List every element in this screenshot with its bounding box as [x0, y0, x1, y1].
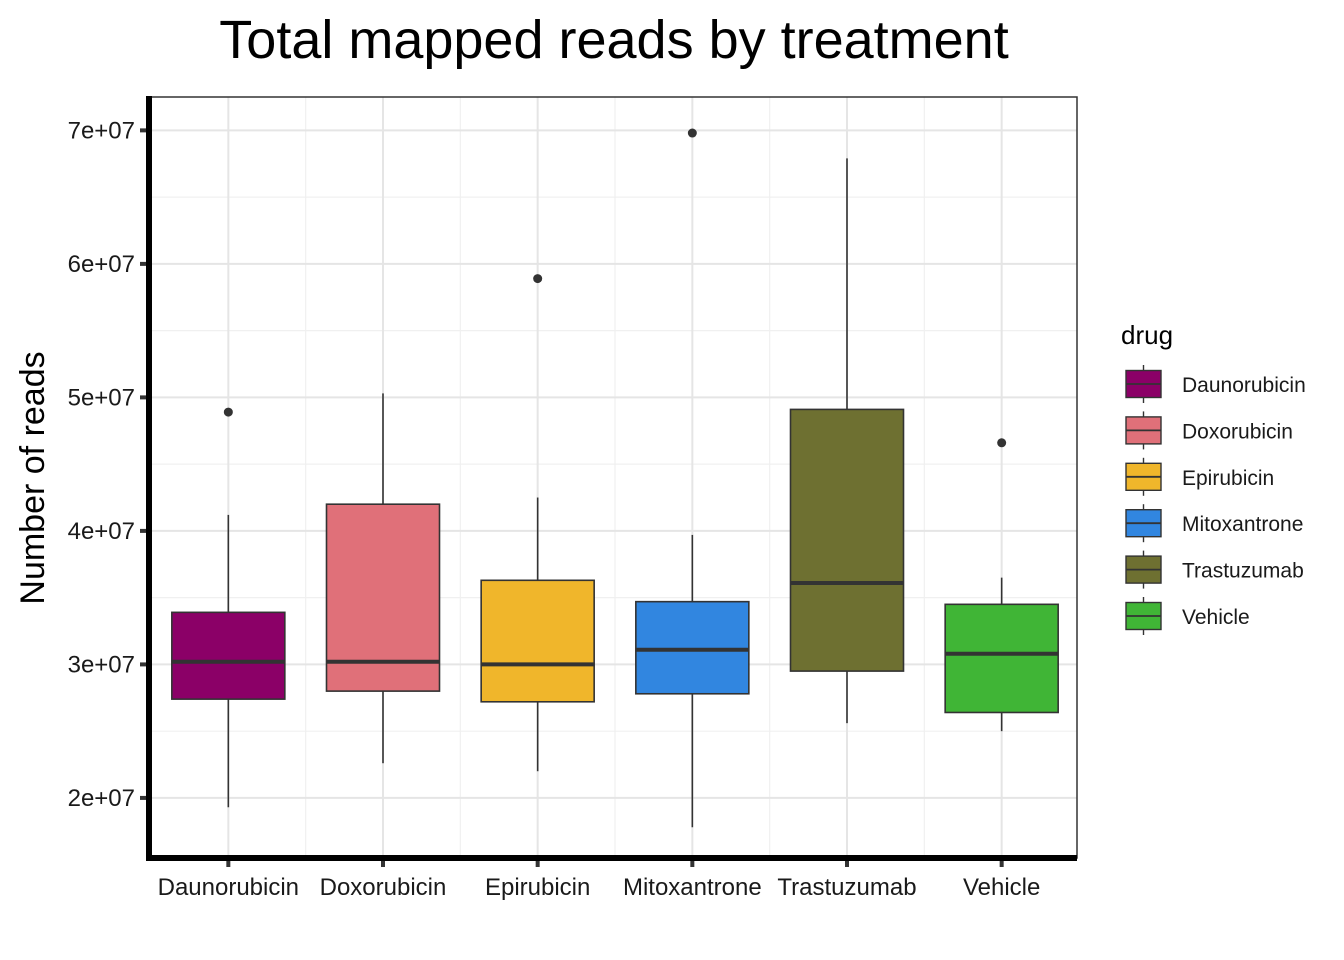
- legend-item-doxorubicin: Doxorubicin: [1125, 411, 1293, 450]
- legend-item-epirubicin: Epirubicin: [1125, 457, 1274, 496]
- x-tick-label: Trastuzumab: [777, 874, 916, 901]
- y-tick-label: 6e+07: [68, 251, 135, 278]
- legend-label: Doxorubicin: [1182, 420, 1293, 443]
- x-tick-label: Vehicle: [963, 874, 1040, 901]
- outlier-point: [533, 274, 543, 284]
- legend-label: Mitoxantrone: [1182, 513, 1303, 536]
- legend-item-trastuzumab: Trastuzumab: [1125, 550, 1304, 589]
- legend-label: Epirubicin: [1182, 467, 1274, 490]
- box-iqr: [789, 408, 905, 672]
- outlier-point: [997, 438, 1007, 448]
- y-axis-label: Number of reads: [14, 351, 52, 604]
- x-tick-label: Mitoxantrone: [623, 874, 762, 901]
- chart-title: Total mapped reads by treatment: [219, 10, 1008, 70]
- box-iqr: [944, 603, 1059, 714]
- legend-item-vehicle: Vehicle: [1125, 597, 1250, 635]
- legend-label: Trastuzumab: [1182, 560, 1304, 583]
- box-doxorubicin: [325, 393, 441, 764]
- box-iqr: [635, 600, 750, 695]
- y-tick-label: 7e+07: [68, 117, 135, 144]
- y-tick-label: 4e+07: [68, 518, 135, 545]
- box-iqr: [480, 579, 595, 703]
- box-epirubicin: [480, 274, 595, 772]
- legend: Daunorubicin Doxorubicin Epirubicin Mitoxan…: [1125, 365, 1306, 635]
- y-tick-label: 3e+07: [68, 651, 135, 678]
- y-tick-label: 2e+07: [68, 785, 135, 812]
- legend-item-daunorubicin: Daunorubicin: [1125, 365, 1306, 403]
- x-tick-label: Doxorubicin: [320, 874, 447, 901]
- x-tick-label: Daunorubicin: [158, 874, 299, 901]
- box-iqr: [171, 611, 286, 700]
- outlier-point: [687, 128, 697, 138]
- legend-label: Vehicle: [1182, 606, 1250, 629]
- box-trastuzumab: [789, 158, 905, 724]
- plot-background: [149, 97, 1077, 858]
- legend-title: drug: [1121, 320, 1173, 350]
- box-vehicle: [944, 438, 1059, 732]
- x-tick-label: Epirubicin: [485, 874, 590, 901]
- y-tick-label: 5e+07: [68, 384, 135, 411]
- plot-area: 2e+07 3e+07 4e+07 5e+07 6e+07 7e+07 Daunorubic…: [68, 96, 1078, 901]
- box-daunorubicin: [171, 407, 286, 808]
- legend-label: Daunorubicin: [1182, 374, 1306, 397]
- legend-item-mitoxantrone: Mitoxantrone: [1125, 504, 1303, 543]
- outlier-point: [223, 407, 233, 417]
- box-mitoxantrone: [635, 128, 750, 828]
